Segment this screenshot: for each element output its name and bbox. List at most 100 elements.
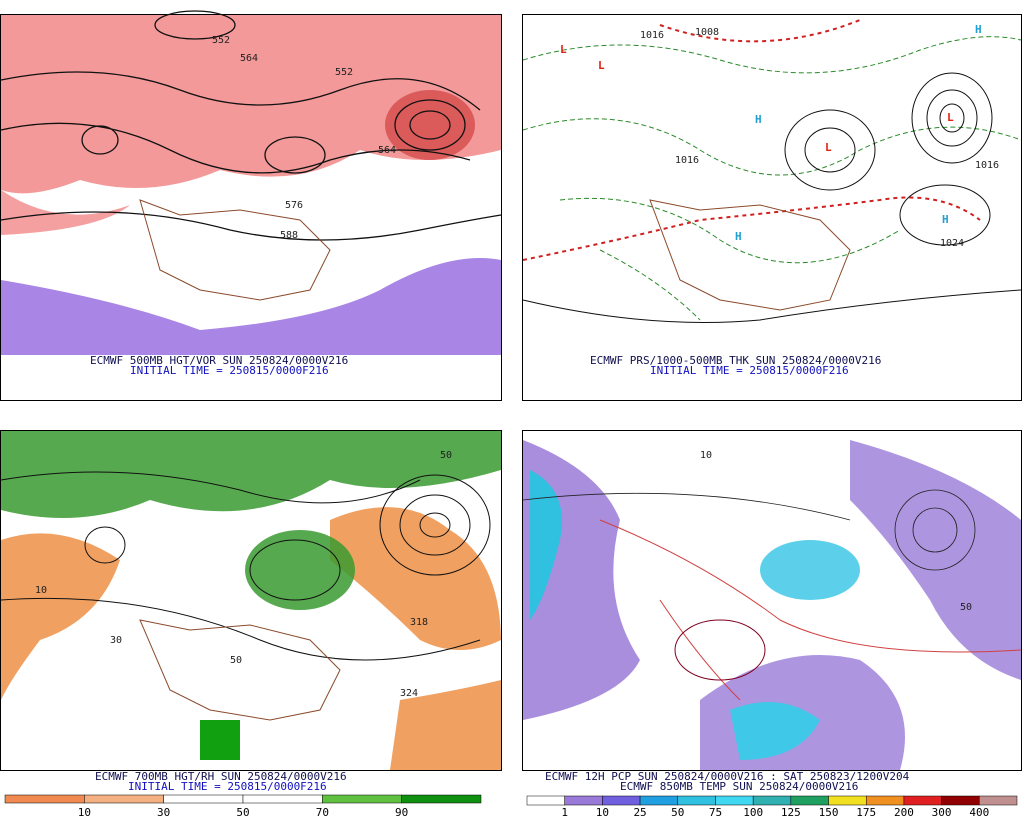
precip-field [530, 470, 562, 620]
pressure-contours [522, 72, 1022, 323]
colorbar-label: 30 [157, 806, 170, 819]
contour-label: 552 [335, 67, 353, 78]
precip-field [850, 440, 1021, 680]
humidity-field [245, 530, 355, 610]
colorbar-label: 175 [856, 806, 876, 819]
colorbar-label: 90 [395, 806, 408, 819]
colorbar-swatch [903, 795, 942, 806]
high-center: H [942, 213, 949, 226]
contour-label: 10 [35, 585, 47, 596]
low-center: L [947, 111, 954, 124]
colorbar-swatch [865, 795, 905, 806]
high-center: H [755, 113, 762, 126]
colorbar-swatch [242, 794, 323, 804]
contour-label: 576 [285, 200, 303, 211]
colorbar-swatch [677, 795, 716, 806]
colorbar-label: 1 [561, 806, 568, 819]
colorbar-swatch [715, 795, 754, 806]
colorbar-swatch [84, 794, 164, 804]
panel-title: ECMWF 500MB HGT/VOR SUN 250824/0000V216 [90, 354, 348, 367]
thickness-contours [522, 36, 1022, 321]
colorbar-swatch [526, 795, 565, 806]
colorbar-swatch [401, 794, 482, 804]
vorticity-field [1, 258, 501, 355]
colorbar-label: 125 [781, 806, 801, 819]
contour-label: 1024 [940, 238, 964, 249]
coastline [139, 619, 341, 721]
humidity-field [1, 533, 120, 700]
high-center: H [975, 23, 982, 36]
panel-subtitle: INITIAL TIME = 250815/0000F216 [130, 364, 329, 377]
colorbar-swatch [639, 795, 679, 806]
colorbar-label: 10 [596, 806, 609, 819]
colorbar-swatch [752, 795, 792, 806]
colorbar-swatch [163, 794, 244, 804]
contour-label: 30 [110, 635, 122, 646]
colorbar-swatch [564, 795, 603, 806]
height-contours [0, 10, 502, 241]
contour-label: 318 [410, 617, 428, 628]
height-contours [0, 471, 491, 661]
colorbar-swatch [979, 795, 1018, 806]
colorbar: 10 30 50 70 90 [4, 794, 482, 819]
vorticity-field [1, 190, 130, 235]
contour-label: 324 [400, 688, 418, 699]
colorbar-label: 200 [894, 806, 914, 819]
contour-label: 10 [700, 450, 712, 461]
low-center: L [560, 43, 567, 56]
temperature-contours [599, 519, 1022, 701]
panel-title: ECMWF 12H PCP SUN 250824/0000V216 : SAT … [545, 770, 910, 783]
low-center: L [598, 59, 605, 72]
colorbar-label: 75 [709, 806, 722, 819]
panel-subtitle: INITIAL TIME = 250815/0000F216 [128, 780, 327, 793]
panel-700mb: 50 10 50 30 318 324 ECMWF 700MB HGT/RH S… [0, 430, 502, 819]
colorbar-label: 50 [236, 806, 249, 819]
colorbar-swatch [602, 795, 641, 806]
panel-title: ECMWF PRS/1000-500MB THK SUN 250824/0000… [590, 354, 881, 367]
contour-label: 50 [440, 450, 452, 461]
low-center: L [825, 141, 832, 154]
panel-precip: 50 10 ECMWF 12H PCP SUN 250824/0000V216 … [522, 430, 1022, 819]
height-contours [522, 489, 976, 571]
contour-label: 1008 [695, 27, 719, 38]
colorbar-swatch [4, 794, 85, 804]
contour-label: 1016 [975, 160, 999, 171]
colorbar-label: 400 [969, 806, 989, 819]
contour-label: 50 [960, 602, 972, 613]
colorbar-label: 50 [671, 806, 684, 819]
precip-field [730, 702, 820, 760]
colorbar-label: 100 [743, 806, 763, 819]
contour-label: 552 [212, 35, 230, 46]
precip-field [760, 540, 860, 600]
colorbar-label: 150 [819, 806, 839, 819]
coastline [649, 199, 851, 311]
humidity-field [1, 431, 501, 518]
panel-pressure: L L H L H L H H 1016 1008 1016 1024 1016… [522, 14, 1022, 401]
panel-subtitle: INITIAL TIME = 250815/0000F216 [650, 364, 849, 377]
colorbar-swatch [322, 794, 402, 804]
panel-subtitle: ECMWF 850MB TEMP SUN 250824/0000V216 [620, 780, 858, 793]
vorticity-max [385, 90, 475, 160]
contour-label: 50 [230, 655, 242, 666]
coastline [139, 199, 331, 301]
colorbar-label: 300 [932, 806, 952, 819]
colorbar: 1 10 25 50 75 100 125 150 175 200 300 400 [526, 795, 1018, 819]
colorbar-label: 70 [316, 806, 329, 819]
contour-label: 1016 [640, 30, 664, 41]
contour-label: 564 [378, 145, 396, 156]
contour-label: 564 [240, 53, 258, 64]
humidity-field [200, 720, 240, 760]
contour-label: 588 [280, 230, 298, 241]
panel-500mb: 552 564 576 588 552 564 ECMWF 500MB HGT/… [0, 10, 502, 401]
panel-title: ECMWF 700MB HGT/RH SUN 250824/0000V216 [95, 770, 347, 783]
humidity-field [330, 507, 501, 650]
colorbar-label: 25 [633, 806, 646, 819]
colorbar-swatch [828, 795, 867, 806]
colorbar-swatch [790, 795, 829, 806]
high-center: H [735, 230, 742, 243]
colorbar-swatch [941, 795, 980, 806]
freezing-thickness [522, 19, 981, 261]
contour-label: 1016 [675, 155, 699, 166]
colorbar-label: 10 [78, 806, 91, 819]
